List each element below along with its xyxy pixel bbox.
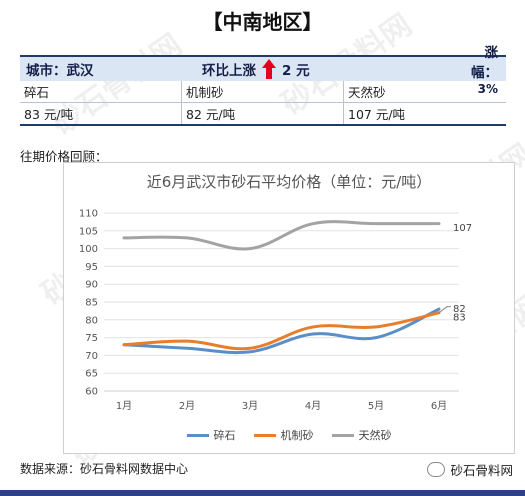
city-label: 城市：武汉 (26, 63, 94, 79)
legend-label: 机制砂 (280, 429, 314, 442)
table-row: 碎石 机制砂 天然砂 (20, 81, 506, 103)
chart-container: 近6月武汉市砂石平均价格（单位：元/吨） 60 65 70 75 80 85 90 95 100… (63, 162, 515, 454)
data-label: 82 (453, 304, 466, 315)
change-label: 环比上涨 (202, 63, 256, 79)
x-tick-label: 6月 (431, 400, 447, 412)
x-tick-label: 3月 (242, 400, 258, 412)
legend-swatch (253, 433, 276, 437)
x-tick-label: 5月 (368, 400, 384, 412)
y-tick-label: 60 (85, 387, 98, 398)
summary-row: 城市：武汉 环比上涨 2 元 涨幅：3% (20, 45, 506, 96)
table-cell: 机制砂 (182, 81, 344, 102)
legend-label: 天然砂 (358, 429, 392, 442)
y-tick-label: 75 (85, 333, 98, 344)
x-tick-label: 4月 (305, 400, 321, 412)
region-title: 【中南地区】 (202, 10, 323, 34)
y-tick-label: 105 (79, 226, 98, 237)
y-tick-label: 70 (85, 351, 98, 362)
amplitude-label: 涨幅： (471, 45, 498, 81)
up-arrow-icon (262, 59, 276, 79)
amplitude-value: 3% (477, 82, 498, 96)
table-cell: 82 元/吨 (182, 103, 344, 124)
series-line (122, 307, 441, 355)
table-cell: 107 元/吨 (348, 107, 406, 122)
y-tick-label: 110 (79, 209, 98, 220)
legend-swatch (186, 433, 209, 437)
table-cell: 天然砂 (348, 85, 386, 100)
table-cell: 碎石 (20, 81, 182, 102)
x-tick-label: 1月 (116, 400, 132, 412)
y-tick-label: 90 (85, 280, 98, 291)
y-tick-label: 85 (85, 298, 98, 309)
chart-legend: 碎石 机制砂 天然砂 (64, 427, 514, 443)
section-label: 往期价格回顾： (20, 149, 108, 164)
table-cell: 83 元/吨 (20, 103, 182, 124)
x-tick-label: 2月 (179, 400, 195, 412)
y-tick-label: 80 (85, 315, 98, 326)
amplitude-group: 涨幅：3% (452, 41, 506, 97)
series-line (122, 220, 441, 251)
change-amount: 2 元 (282, 63, 310, 79)
legend-item: 碎石 (186, 427, 236, 443)
data-label: 83 (453, 313, 466, 324)
legend-item: 机制砂 (253, 427, 314, 443)
brand-name: 砂石骨料网 (450, 463, 513, 478)
line-chart: 60 65 70 75 80 85 90 95 100 105 110 1月 2月 3月 4月 5月 6月 838… (79, 209, 472, 413)
chart-title: 近6月武汉市砂石平均价格（单位：元/吨） (146, 173, 432, 191)
series-line (122, 311, 441, 351)
legend-item: 天然砂 (331, 427, 392, 443)
brand: 砂石骨料网 (427, 460, 513, 479)
wechat-icon (427, 462, 446, 477)
table-row: 83 元/吨 82 元/吨 107 元/吨 (20, 103, 506, 124)
y-tick-label: 100 (79, 244, 98, 255)
change-group: 环比上涨 2 元 (196, 59, 452, 79)
data-label: 107 (453, 223, 472, 234)
price-table: 城市：武汉 环比上涨 2 元 涨幅：3% 碎石 机制砂 天然砂 83 元/吨 8… (20, 45, 506, 126)
footer-divider (0, 490, 525, 496)
legend-swatch (331, 433, 354, 437)
y-tick-label: 95 (85, 262, 98, 273)
label-leader-line (438, 306, 451, 314)
legend-label: 碎石 (213, 429, 236, 442)
y-tick-label: 65 (85, 369, 98, 380)
data-source: 数据来源：砂石骨料网数据中心 (20, 462, 189, 476)
